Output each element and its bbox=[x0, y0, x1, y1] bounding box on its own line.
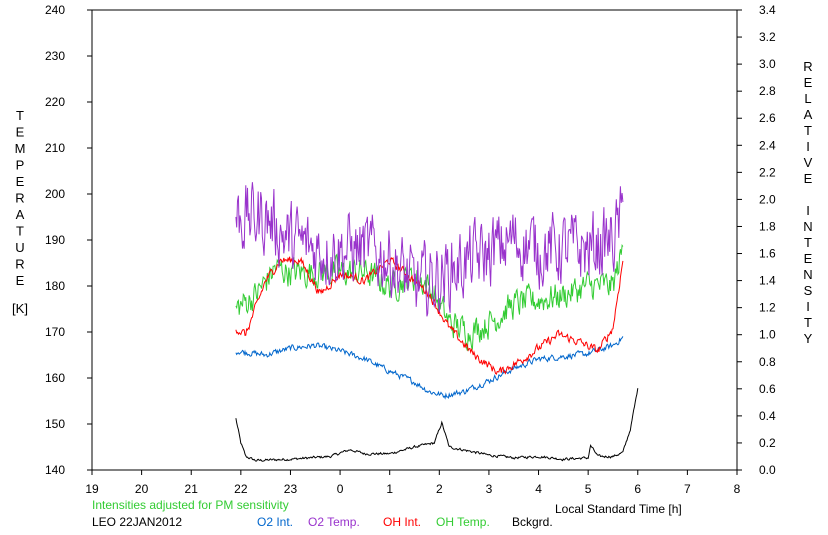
right-tick-label: 2.2 bbox=[759, 165, 776, 179]
sensitivity-note: Intensities adjusted for PM sensitivity bbox=[92, 498, 289, 512]
right-tick-label: 1.6 bbox=[759, 247, 776, 261]
left-tick-label: 240 bbox=[45, 3, 65, 17]
right-tick-label: 1.0 bbox=[759, 328, 776, 342]
left-tick-label: 190 bbox=[45, 233, 65, 247]
legend-item: O2 Temp. bbox=[308, 515, 360, 529]
right-tick-label: 2.6 bbox=[759, 111, 776, 125]
right-axis-letter: N bbox=[803, 219, 812, 234]
right-tick-label: 3.4 bbox=[759, 3, 776, 17]
x-axis-label: Local Standard Time [h] bbox=[555, 502, 682, 516]
x-tick-label: 21 bbox=[185, 482, 199, 496]
left-axis-letter: E bbox=[16, 273, 25, 288]
x-tick-label: 7 bbox=[684, 482, 691, 496]
left-axis-letter: M bbox=[15, 141, 26, 156]
right-axis-letter: I bbox=[806, 299, 810, 314]
left-tick-label: 140 bbox=[45, 463, 65, 477]
right-tick-label: 1.2 bbox=[759, 301, 776, 315]
series-line-4 bbox=[235, 388, 639, 462]
x-tick-label: 19 bbox=[85, 482, 99, 496]
right-axis-letter: I bbox=[806, 203, 810, 218]
x-tick-label: 8 bbox=[734, 482, 741, 496]
plot-frame bbox=[91, 9, 738, 471]
x-tick-label: 4 bbox=[535, 482, 542, 496]
right-tick-label: 2.0 bbox=[759, 192, 776, 206]
x-tick-label: 5 bbox=[585, 482, 592, 496]
x-tick-label: 6 bbox=[634, 482, 641, 496]
right-axis-letter: V bbox=[804, 155, 813, 170]
left-tick-label: 180 bbox=[45, 279, 65, 293]
legend-item: O2 Int. bbox=[257, 515, 293, 529]
left-tick-label: 220 bbox=[45, 95, 65, 109]
left-axis-letter: A bbox=[16, 207, 25, 222]
left-axis-letter: R bbox=[15, 191, 24, 206]
x-axis-ticks: 19 20 21 22 23 0 1 2 3 4 5 6 7 8 bbox=[85, 470, 741, 496]
right-axis-letter: E bbox=[804, 75, 813, 90]
right-axis-ticks: 0.0 0.2 0.4 0.6 0.8 1.0 1.2 1.4 1.6 1.8 2.0 2.2 2.4 2… bbox=[737, 3, 776, 477]
right-axis-letter: T bbox=[804, 315, 812, 330]
left-tick-label: 200 bbox=[45, 187, 65, 201]
left-axis-letter: E bbox=[16, 125, 25, 140]
right-tick-label: 1.4 bbox=[759, 274, 776, 288]
series-line-1 bbox=[235, 182, 624, 317]
left-axis-unit: [K] bbox=[12, 301, 28, 316]
station-date-label: LEO 22JAN2012 bbox=[92, 515, 182, 529]
legend: O2 Int. O2 Temp. OH Int. OH Temp. Bckgrd. bbox=[257, 515, 553, 529]
left-axis-letter: T bbox=[16, 224, 24, 239]
left-tick-label: 170 bbox=[45, 325, 65, 339]
left-tick-label: 150 bbox=[45, 417, 65, 431]
left-tick-label: 210 bbox=[45, 141, 65, 155]
legend-item: OH Int. bbox=[383, 515, 421, 529]
series-line-2 bbox=[235, 256, 624, 375]
right-tick-label: 0.8 bbox=[759, 355, 776, 369]
right-tick-label: 3.0 bbox=[759, 57, 776, 71]
legend-item: Bckgrd. bbox=[512, 515, 553, 529]
left-tick-label: 230 bbox=[45, 49, 65, 63]
x-tick-label: 2 bbox=[436, 482, 443, 496]
left-axis-letter: P bbox=[16, 158, 25, 173]
x-tick-label: 22 bbox=[234, 482, 248, 496]
right-axis-letter: R bbox=[803, 59, 812, 74]
right-tick-label: 1.8 bbox=[759, 219, 776, 233]
left-axis-letter: U bbox=[15, 240, 24, 255]
right-axis-letter: T bbox=[804, 123, 812, 138]
right-tick-label: 0.6 bbox=[759, 382, 776, 396]
left-axis-letter: R bbox=[15, 257, 24, 272]
right-axis-letter: A bbox=[804, 107, 813, 122]
right-tick-label: 0.4 bbox=[759, 409, 776, 423]
x-tick-label: 3 bbox=[486, 482, 493, 496]
right-axis-letter: T bbox=[804, 235, 812, 250]
x-tick-label: 23 bbox=[284, 482, 298, 496]
right-axis-letter: E bbox=[804, 251, 813, 266]
right-axis-letter: S bbox=[804, 283, 813, 298]
right-axis-letter: I bbox=[806, 139, 810, 154]
x-tick-label: 20 bbox=[135, 482, 149, 496]
x-tick-label: 1 bbox=[386, 482, 393, 496]
right-tick-label: 2.8 bbox=[759, 84, 776, 98]
series-layer bbox=[235, 182, 639, 462]
left-axis-letter: T bbox=[16, 108, 24, 123]
left-axis-ticks: 140 150 160 170 180 190 200 210 220 230 240 bbox=[45, 3, 92, 477]
right-axis-letter: Y bbox=[804, 331, 813, 346]
right-tick-label: 0.0 bbox=[759, 463, 776, 477]
legend-item: OH Temp. bbox=[436, 515, 490, 529]
right-tick-label: 2.4 bbox=[759, 138, 776, 152]
right-axis-letter: L bbox=[804, 91, 811, 106]
left-axis-letter: E bbox=[16, 174, 25, 189]
series-line-0 bbox=[235, 336, 624, 400]
x-tick-label: 0 bbox=[337, 482, 344, 496]
right-tick-label: 0.2 bbox=[759, 436, 776, 450]
right-tick-label: 3.2 bbox=[759, 30, 776, 44]
left-tick-label: 160 bbox=[45, 371, 65, 385]
right-axis-letter: N bbox=[803, 267, 812, 282]
right-axis-letter: E bbox=[804, 171, 813, 186]
